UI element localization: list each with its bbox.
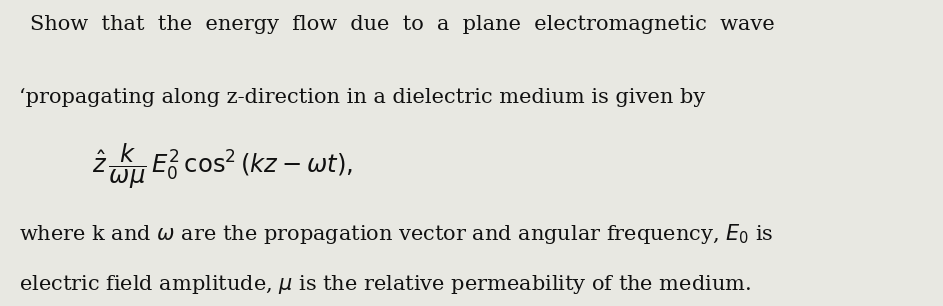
Text: electric field amplitude, $\mu$ is the relative permeability of the medium.: electric field amplitude, $\mu$ is the r…	[19, 274, 751, 297]
Text: Show  that  the  energy  flow  due  to  a  plane  electromagnetic  wave: Show that the energy flow due to a plane…	[30, 15, 774, 34]
Text: where k and $\omega$ are the propagation vector and angular frequency, $E_0$ is: where k and $\omega$ are the propagation…	[19, 222, 773, 246]
Text: ‘propagating along z-direction in a dielectric medium is given by: ‘propagating along z-direction in a diel…	[19, 88, 705, 107]
Text: $\hat{z}\,\dfrac{k}{\omega\mu}\,E_0^{2}\,\cos^2(kz - \omega t),$: $\hat{z}\,\dfrac{k}{\omega\mu}\,E_0^{2}\…	[92, 141, 353, 191]
